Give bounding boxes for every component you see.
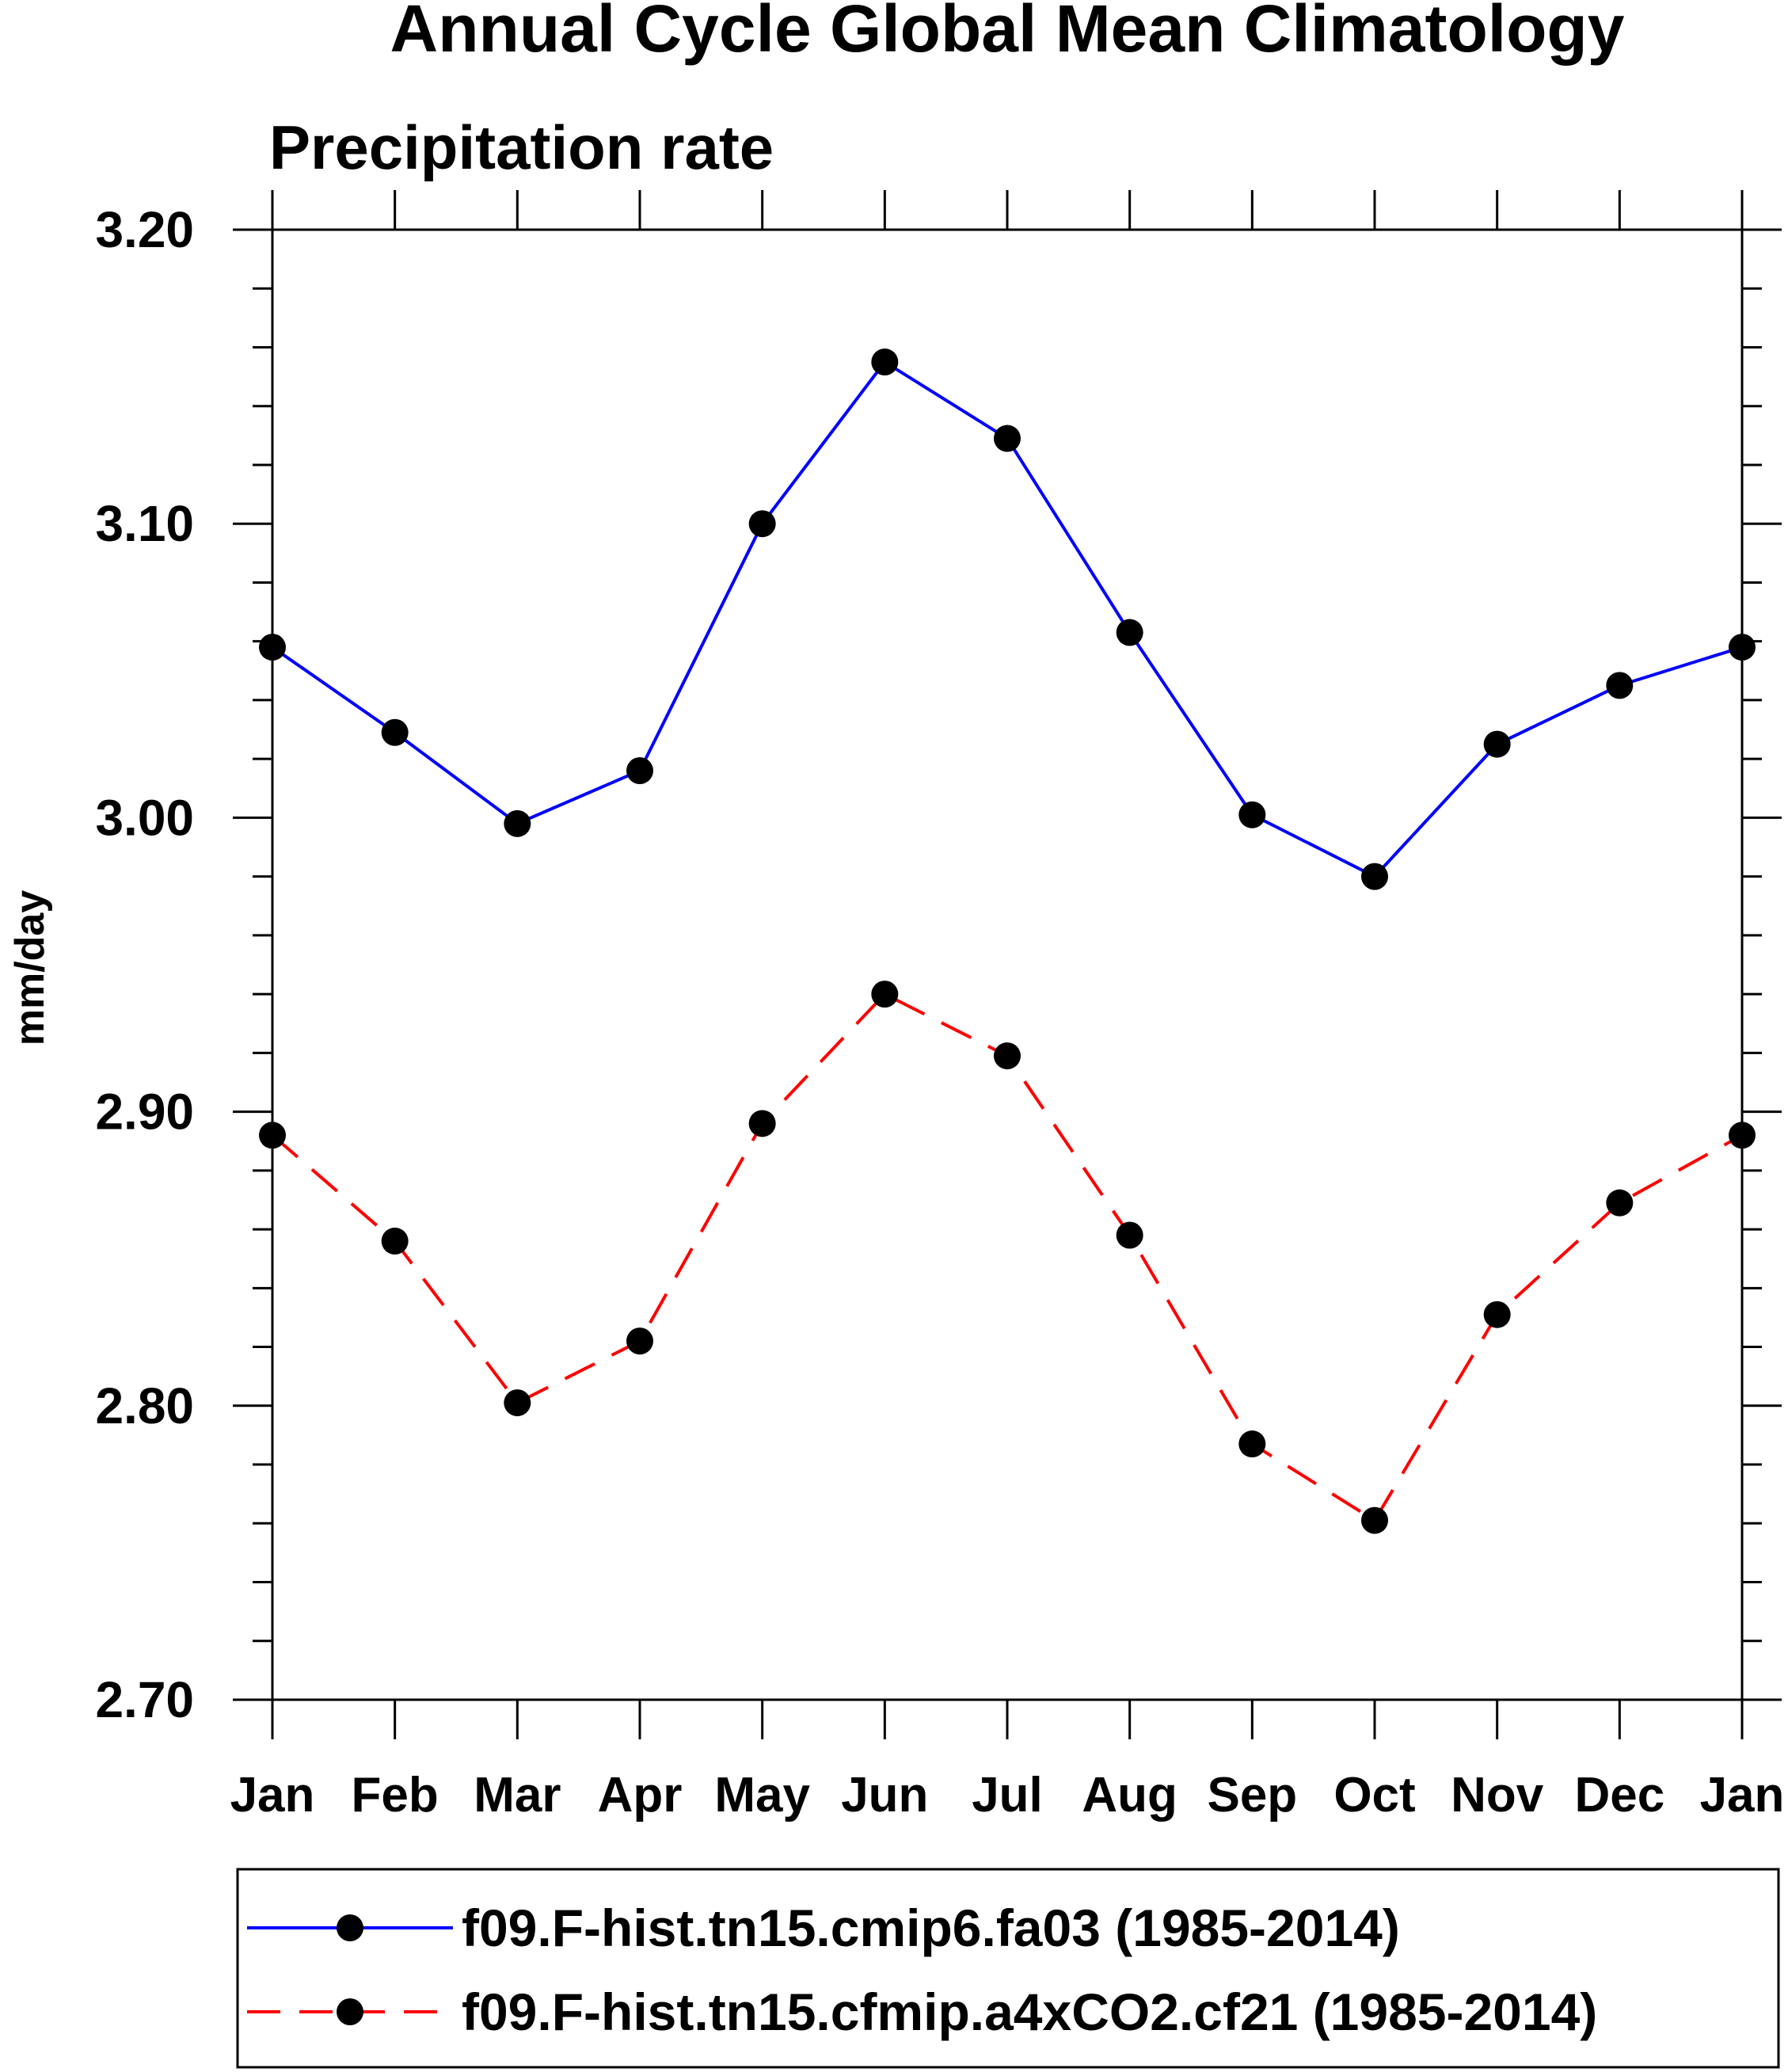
x-tick-label: Aug	[1082, 1768, 1177, 1823]
series-2-point	[1729, 1122, 1756, 1149]
y-axis-label: mm/day	[7, 890, 53, 1046]
series-2-point	[1238, 1430, 1266, 1458]
series-1-point	[626, 757, 653, 785]
series-2-point	[1116, 1221, 1143, 1249]
series-2-point	[1606, 1189, 1634, 1217]
series-2-point	[748, 1110, 776, 1137]
y-tick-label: 3.20	[95, 201, 194, 258]
series-1-point	[259, 634, 286, 661]
x-tick-label: Jun	[841, 1768, 928, 1823]
x-tick-label: Dec	[1574, 1768, 1664, 1823]
x-tick-label: Mar	[474, 1768, 561, 1823]
x-tick-label: Jan	[1700, 1768, 1785, 1823]
series-2-point	[994, 1042, 1021, 1070]
x-tick-label: Sep	[1207, 1768, 1297, 1823]
series-line-2	[271, 992, 1743, 1523]
series-layer	[259, 349, 1756, 1534]
y-tick-label: 3.00	[95, 789, 194, 846]
series-1-point	[748, 510, 776, 538]
series-2-point	[1361, 1506, 1388, 1534]
axis-ticks	[233, 190, 1782, 1739]
legend-marker-1	[337, 1914, 363, 1941]
x-tick-label: Nov	[1451, 1768, 1544, 1823]
y-tick-label: 3.10	[95, 495, 194, 552]
series-1-point	[1361, 863, 1388, 890]
legend: f09.F-hist.tn15.cmip6.fa03 (1985-2014) f0…	[236, 1868, 1780, 2069]
series-1-point	[381, 718, 409, 746]
series-1-point	[1606, 672, 1634, 699]
y-tick-label: 2.90	[95, 1084, 194, 1141]
series-1-point	[871, 349, 899, 376]
x-tick-label: Feb	[352, 1768, 439, 1823]
legend-label-1: f09.F-hist.tn15.cmip6.fa03 (1985-2014)	[462, 1899, 1400, 1957]
series-2-point	[259, 1122, 286, 1149]
series-2-point	[626, 1327, 653, 1355]
y-tick-label: 2.80	[95, 1377, 194, 1434]
series-2-point	[504, 1389, 531, 1417]
x-tick-labels: Jan Feb Mar Apr May Jun Jul Aug Sep Oct Nov Dec Jan	[230, 1768, 1785, 1823]
chart-title: Annual Cycle Global Mean Climatology	[390, 0, 1625, 66]
series-1-point	[1729, 634, 1756, 661]
legend-label-2: f09.F-hist.tn15.cfmip.a4xCO2.cf21 (1985-…	[462, 1982, 1597, 2041]
legend-box	[236, 1868, 1780, 2069]
y-tick-labels: 2.70 2.80 2.90 3.00 3.10 3.20	[95, 201, 194, 1728]
series-1-point	[504, 809, 531, 837]
x-tick-label: Oct	[1333, 1768, 1415, 1823]
series-2-point	[381, 1227, 409, 1255]
x-tick-label: Jul	[972, 1768, 1043, 1823]
y-tick-label: 2.70	[95, 1671, 194, 1728]
series-2-point	[871, 981, 899, 1008]
series-1-point	[1238, 801, 1266, 828]
chart-subtitle: Precipitation rate	[269, 112, 774, 182]
x-tick-label: May	[714, 1768, 810, 1823]
legend-marker-2	[337, 1998, 363, 2025]
x-tick-label: Apr	[598, 1768, 683, 1823]
x-tick-label: Jan	[230, 1768, 315, 1823]
series-1-point	[994, 425, 1021, 452]
series-2-point	[1483, 1301, 1511, 1328]
series-1-point	[1483, 730, 1511, 758]
series-1-point	[1116, 619, 1143, 646]
